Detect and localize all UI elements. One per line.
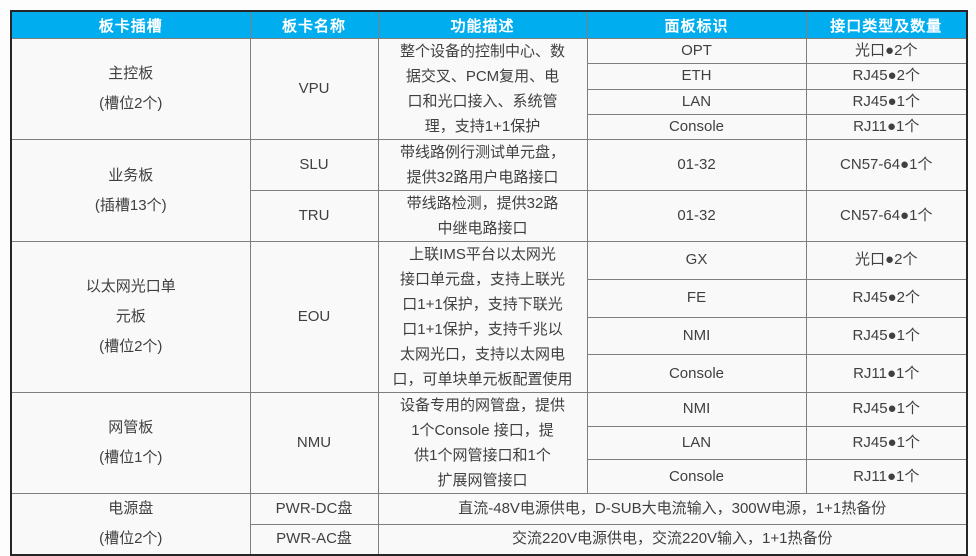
panel-label-cell: LAN [586,88,807,115]
interface-cell: RJ45●1个 [805,316,968,356]
header-cell-name: 板卡名称 [249,10,379,39]
table-row: FE RJ45●2个 [11,278,968,318]
desc-line: 太网光口，支持以太网电 [399,346,565,363]
slot-line: (槽位2个) [99,338,163,355]
interface-cell: 光口●2个 [805,241,968,280]
table-row: 主控板 (槽位2个) VPU 整个设备的控制中心、数 据交叉、PCM复用、电 口… [10,37,968,140]
interface-cell: CN57-64●1个 [805,139,968,191]
desc-line: 据交叉、PCM复用、电 [405,68,560,85]
slot-line: 元板 [115,308,146,325]
interface-cell: RJ45●2个 [805,278,968,318]
table-row: LAN RJ45●1个 [11,88,968,115]
card-name-cell-pwr-ac: PWR-AC盘 [249,523,379,556]
slot-line: (槽位2个) [99,95,163,112]
slot-cell-service-board: 业务板 (插槽13个) [10,139,251,242]
slot-line: (槽位2个) [99,530,163,547]
slot-line: 主控板 [108,65,154,82]
panel-label-cell: Console [586,459,807,494]
interface-cell: RJ11●1个 [805,354,968,393]
slot-cell-ethernet-optical: 以太网光口单 元板 (槽位2个) [10,241,251,393]
slot-cell-network-mgmt: 网管板 (槽位1个) [10,392,251,494]
table-row: 业务板 (插槽13个) SLU 带线路例行测试单元盘， 提供32路用户电路接口 … [10,139,968,242]
desc-line: 1个Console 接口，提 [411,422,554,439]
table-row: 电源盘 (槽位2个) PWR-DC盘 直流-48V电源供电，D-SUB大电流输入… [10,493,968,556]
function-desc-cell-vpu: 整个设备的控制中心、数 据交叉、PCM复用、电 口和光口接入、系统管 理，支持1… [377,38,588,140]
interface-cell: 光口●2个 [805,37,968,65]
interface-cell: RJ45●1个 [805,88,968,115]
desc-line: 上联IMS平台以太网光 [409,246,556,263]
power-desc-cell-ac: 交流220V电源供电，交流220V输入，1+1热备份 [377,523,968,556]
panel-label-cell: 01-32 [586,190,807,242]
function-desc-cell-nmu: 设备专用的网管盘，提供 1个Console 接口，提 供1个网管接口和1个 扩展… [377,392,588,494]
desc-line: 中继电路接口 [437,220,528,237]
desc-line: 带线路例行测试单元盘， [399,144,565,161]
function-desc-cell-eou: 上联IMS平台以太网光 接口单元盘，支持上联光 口1+1保护，支持下联光 口1+… [377,241,588,393]
table-row: 网管板 (槽位1个) NMU 设备专用的网管盘，提供 1个Console 接口，… [10,392,968,494]
panel-label-cell: LAN [586,425,807,461]
desc-line: 扩展网管接口 [437,472,528,489]
panel-label-cell: Console [586,113,807,141]
desc-line: 提供32路用户电路接口 [406,169,559,186]
slot-line: 业务板 [108,166,154,184]
card-name-cell-nmu: NMU [249,392,379,494]
panel-label-cell: ETH [586,63,807,90]
function-desc-cell-slu: 带线路例行测试单元盘， 提供32路用户电路接口 [377,139,588,191]
desc-line: 接口单元盘，支持上联光 [399,271,565,288]
card-name-cell-tru: TRU [249,190,379,242]
desc-line: 口和光口接入、系统管 [407,93,558,110]
table-row: 以太网光口单 元板 (槽位2个) EOU 上联IMS平台以太网光 接口单元盘，支… [10,241,968,393]
power-desc-cell-dc: 直流-48V电源供电，D-SUB大电流输入，300W电源，1+1热备份 [377,493,968,525]
panel-label-cell: OPT [586,37,807,65]
card-name-cell-slu: SLU [249,139,379,191]
header-row: 板卡插槽 板卡名称 功能描述 面板标识 接口类型及数量 [10,10,968,39]
header-cell-panel: 面板标识 [586,10,807,39]
function-desc-cell-tru: 带线路检测，提供32路 中继电路接口 [377,190,588,242]
desc-line: 口，可单块单元板配置使用 [392,371,573,388]
panel-label-cell: NMI [586,316,807,356]
table-row: Console RJ11●1个 [11,113,968,141]
slot-cell-main-control: 主控板 (槽位2个) [10,38,251,140]
slot-line: 网管板 [108,419,154,436]
slot-line: 电源盘 [108,500,154,517]
desc-line: 带线路检测，提供32路 [406,195,559,212]
table-row: Console RJ11●1个 [11,459,968,494]
table-row: ETH RJ45●2个 [11,63,968,90]
panel-label-cell: NMI [586,392,807,427]
desc-line: 整个设备的控制中心、数 [399,43,565,60]
card-name-cell-eou: EOU [249,241,379,393]
card-name-cell-vpu: VPU [249,38,379,140]
panel-label-cell: FE [586,278,807,318]
board-card-table: 板卡插槽 板卡名称 功能描述 面板标识 接口类型及数量 主控板 (槽位2个) V… [10,10,968,556]
interface-cell: RJ11●1个 [805,459,968,494]
interface-cell: CN57-64●1个 [805,190,968,242]
header-cell-interface: 接口类型及数量 [805,10,968,39]
desc-line: 设备专用的网管盘，提供 [399,397,565,414]
table-row: Console RJ11●1个 [11,354,968,393]
slot-line: 以太网光口单 [85,278,176,295]
desc-line: 口1+1保护，支持下联光 [402,296,563,313]
desc-line: 理，支持1+1保护 [424,118,541,135]
interface-cell: RJ45●1个 [805,425,968,461]
panel-label-cell: 01-32 [586,139,807,191]
interface-cell: RJ11●1个 [805,113,968,141]
header-cell-slot: 板卡插槽 [10,10,251,39]
panel-label-cell: Console [586,354,807,393]
slot-line: (插槽13个) [94,196,167,214]
interface-cell: RJ45●1个 [805,392,968,427]
header-cell-function: 功能描述 [377,10,588,39]
panel-label-cell: GX [586,241,807,280]
slot-line: (槽位1个) [99,449,163,466]
interface-cell: RJ45●2个 [805,63,968,90]
desc-line: 供1个网管接口和1个 [414,447,551,464]
table-row: TRU 带线路检测，提供32路 中继电路接口 01-32 CN57-64●1个 [11,190,968,242]
card-name-cell-pwr-dc: PWR-DC盘 [249,493,379,525]
desc-line: 口1+1保护，支持千兆以 [402,321,563,338]
